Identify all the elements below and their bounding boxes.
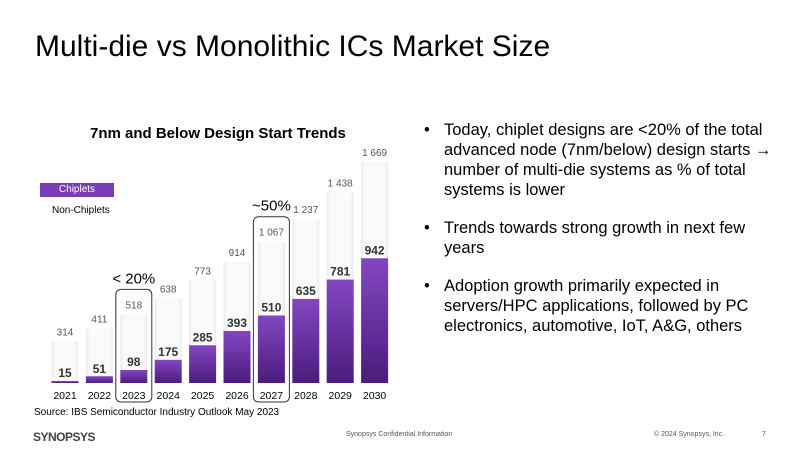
highlight-box-2023 (115, 288, 153, 403)
chiplets-label-2027: 510 (261, 300, 281, 314)
category-label-2022: 2022 (88, 390, 112, 402)
synopsys-logo: SYNOPSYS (33, 430, 96, 444)
total-label-2029: 1 438 (328, 179, 353, 190)
total-label-2027: 1 067 (259, 228, 284, 239)
bullet-item: • Trends towards strong growth in next fe… (420, 218, 790, 258)
source-note: Source: IBS Semiconductor Industry Outlo… (34, 407, 280, 418)
category-label-2027: 2027 (260, 390, 284, 402)
footer-confidential: Synopsys Confidential Information (346, 431, 453, 438)
highlight-box-2027 (252, 216, 290, 403)
total-label-2026: 914 (229, 248, 246, 259)
chiplets-label-2021: 15 (58, 366, 72, 380)
category-label-2030: 2030 (363, 390, 387, 402)
category-label-2028: 2028 (294, 390, 318, 402)
category-label-2025: 2025 (191, 390, 215, 402)
bar-chiplets-2029 (326, 279, 354, 383)
bar-chiplets-2028 (292, 298, 320, 383)
chiplets-label-2023: 98 (127, 355, 141, 369)
total-label-2028: 1 237 (293, 205, 318, 216)
bar-chiplets-2025 (189, 345, 217, 383)
category-label-2029: 2029 (329, 390, 353, 402)
chiplets-label-2024: 175 (158, 345, 178, 359)
total-label-2023: 518 (125, 300, 142, 311)
bar-total-2022 (85, 328, 113, 383)
bullet-marker: • (424, 277, 430, 295)
bar-chiplets-2022 (85, 376, 113, 383)
legend-chiplets: Chiplets (40, 183, 114, 197)
category-label-2026: 2026 (225, 390, 249, 402)
bullet-marker: • (424, 219, 430, 237)
bullet-marker: • (424, 121, 430, 139)
bar-chiplets-2027 (257, 315, 285, 383)
annotation-2027: ~50% (252, 198, 291, 215)
bullet-text: Adoption growth primarily expected in se… (444, 277, 749, 335)
bullet-item: • Today, chiplet designs are <20% of the … (420, 120, 790, 200)
bullet-item: • Adoption growth primarily expected in s… (420, 276, 790, 336)
category-label-2023: 2023 (122, 390, 146, 402)
bullet-text: Trends towards strong growth in next few… (444, 219, 746, 257)
total-label-2030: 1 669 (362, 148, 387, 159)
bar-chiplets-2021 (51, 381, 79, 383)
total-label-2021: 314 (57, 327, 74, 338)
chiplets-label-2022: 51 (93, 362, 107, 376)
annotation-2023: < 20% (112, 270, 155, 287)
legend-non-chiplets: Non-Chiplets (52, 205, 110, 216)
bullet-list: • Today, chiplet designs are <20% of the … (420, 120, 790, 354)
page-number: 7 (762, 431, 766, 438)
category-label-2021: 2021 (53, 390, 77, 402)
chiplets-label-2029: 781 (330, 265, 350, 279)
total-label-2025: 773 (194, 267, 211, 278)
bar-chiplets-2026 (223, 330, 251, 383)
category-label-2024: 2024 (157, 390, 181, 402)
chart-title: 7nm and Below Design Start Trends (90, 125, 346, 142)
bullet-text: Today, chiplet designs are <20% of the t… (444, 121, 772, 199)
chiplets-label-2030: 942 (365, 243, 385, 257)
chiplets-label-2026: 393 (227, 316, 247, 330)
bar-chiplets-2030 (361, 258, 389, 383)
footer-copyright: © 2024 Synopsys, Inc. (654, 431, 725, 438)
bar-chiplets-2024 (154, 359, 182, 383)
chiplets-label-2028: 635 (296, 284, 316, 298)
chiplets-label-2025: 285 (193, 330, 213, 344)
bar-total-2021 (51, 341, 79, 383)
slide-title: Multi-die vs Monolithic ICs Market Size (35, 30, 551, 63)
total-label-2024: 638 (160, 285, 177, 296)
total-label-2022: 411 (91, 315, 107, 326)
bar-chiplets-2023 (120, 370, 148, 383)
